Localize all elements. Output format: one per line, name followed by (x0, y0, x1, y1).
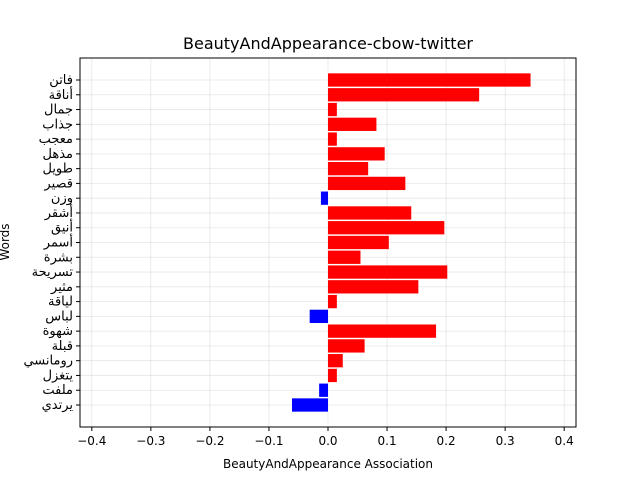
y-tick-label: أنيق (51, 219, 73, 236)
bar (328, 280, 419, 294)
y-tick-label: فاتن (49, 73, 73, 88)
y-tick-label: أناقة (49, 86, 73, 103)
y-tick-label: مثير (50, 280, 73, 295)
x-tick-label: −0.1 (254, 434, 283, 448)
y-tick-label: جمال (44, 103, 73, 118)
x-ticks: −0.4 −0.3 −0.2 −0.1 0.0 0.1 0.2 0.3 0.4 (77, 427, 574, 448)
bar (328, 250, 361, 264)
y-tick-label: شهوة (43, 324, 73, 339)
bar (320, 191, 328, 205)
bar (328, 368, 337, 383)
chart-title: BeautyAndAppearance-cbow-twitter (183, 34, 473, 53)
y-tick-label: قبلة (52, 339, 73, 354)
bar (328, 88, 480, 102)
y-tick-label: قصير (43, 176, 73, 191)
bar (328, 324, 437, 338)
y-tick-label: يرتدي (42, 398, 74, 413)
x-tick-label: 0.0 (318, 434, 337, 448)
bar (328, 147, 385, 161)
x-tick-label: 0.2 (437, 434, 456, 448)
bar (328, 339, 365, 353)
y-tick-label: لياقة (48, 295, 73, 310)
bar (328, 102, 337, 117)
bars (291, 73, 531, 412)
y-tick-label: معجب (39, 132, 73, 147)
bar (328, 161, 369, 176)
bar (291, 398, 328, 412)
bar (319, 383, 328, 397)
bar (328, 221, 445, 235)
y-tick-label: وزن (51, 191, 73, 206)
y-tick-label: مذهل (43, 147, 74, 162)
y-tick-label: لباس (45, 309, 73, 324)
x-tick-label: 0.4 (555, 434, 574, 448)
bar (328, 294, 337, 309)
x-tick-label: −0.3 (136, 434, 165, 448)
y-tick-label: رومانسي (23, 354, 73, 369)
x-tick-label: −0.2 (195, 434, 224, 448)
bar (309, 309, 328, 324)
bar (328, 235, 389, 250)
y-tick-label: طويل (42, 162, 73, 177)
bar (328, 354, 343, 368)
x-axis-label: BeautyAndAppearance Association (223, 457, 433, 471)
bar (328, 176, 406, 191)
bar (328, 265, 448, 279)
y-tick-label: جذاب (42, 117, 73, 132)
y-tick-label: تسريحة (32, 265, 74, 280)
y-tick-label: يتغزل (43, 368, 74, 383)
bar (328, 117, 377, 131)
y-axis-label: Words (0, 223, 12, 260)
y-tick-label: أسمر (43, 234, 73, 251)
bar (328, 73, 531, 87)
y-tick-label: بشرة (44, 250, 73, 265)
bar (328, 206, 412, 220)
y-tick-label: أشقر (44, 204, 73, 221)
y-ticks: فاتنأناقةجمالجذابمعجبمذهلطويلقصيروزنأشقر… (23, 73, 80, 413)
y-tick-label: ملفت (42, 383, 73, 398)
x-tick-label: 0.1 (378, 434, 397, 448)
x-tick-label: 0.3 (496, 434, 515, 448)
x-tick-label: −0.4 (77, 434, 106, 448)
bar (328, 132, 337, 146)
